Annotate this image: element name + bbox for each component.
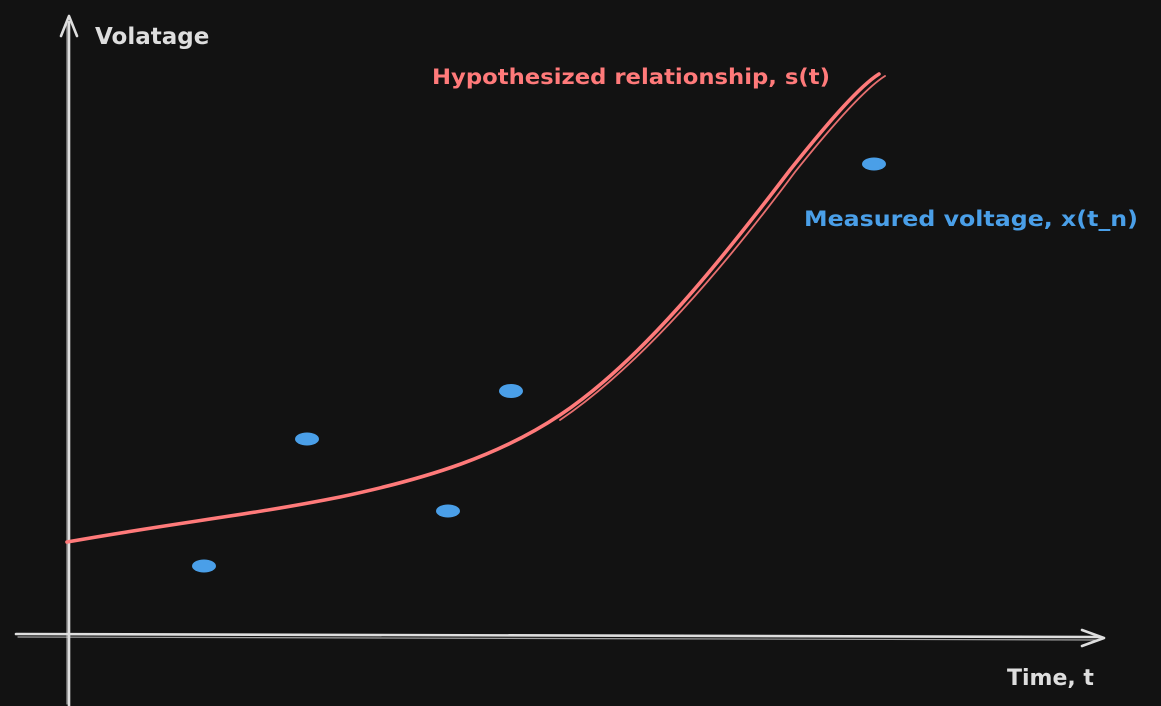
- y-axis-label: Volatage: [95, 24, 209, 50]
- data-point: [436, 504, 460, 518]
- measured-points: [192, 157, 886, 573]
- x-axis-label: Time, t: [1007, 666, 1094, 691]
- data-point: [295, 432, 319, 446]
- x-axis: [14, 628, 1106, 648]
- y-axis: [59, 14, 79, 706]
- measurements-label: Measured voltage, x(t_n): [804, 207, 1138, 231]
- data-point: [499, 384, 523, 398]
- curve-label: Hypothesized relationship, s(t): [432, 65, 830, 89]
- data-point: [192, 559, 216, 573]
- hypothesized-curve: [65, 72, 886, 544]
- data-point: [862, 157, 886, 171]
